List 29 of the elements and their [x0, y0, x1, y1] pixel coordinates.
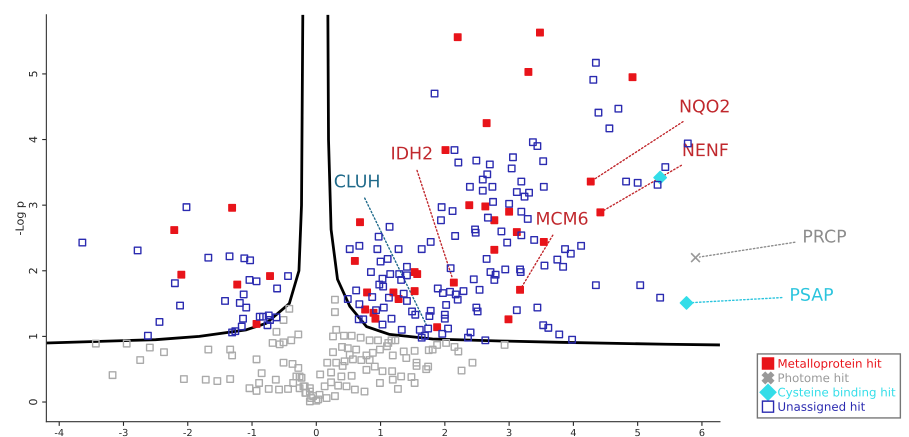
legend-label: Photome hit — [778, 373, 849, 382]
x-tick-label: 3 — [506, 428, 512, 436]
x-tick-label: 4 — [570, 428, 576, 436]
y-tick-label: 5 — [29, 71, 38, 77]
x-tick-label: 5 — [635, 428, 640, 436]
annotation: CLUH — [334, 174, 379, 188]
y-tick-label: 3 — [28, 202, 38, 208]
annotation: PSAP — [791, 288, 833, 301]
x-tick-label: -2 — [183, 428, 192, 436]
x-tick-label: 6 — [700, 428, 704, 436]
y-tick-label: 4 — [29, 136, 38, 143]
legend-label: Unassigned hit — [778, 402, 865, 414]
annotation: IDH2 — [392, 146, 432, 160]
y-tick-label: 1 — [29, 334, 38, 339]
x-tick-label: -3 — [119, 428, 128, 436]
x-tick-label: -4 — [54, 428, 64, 436]
x-tick-label: 2 — [442, 428, 447, 436]
annotation: MCM6 — [537, 212, 588, 225]
y-tick-label: 0 — [28, 399, 38, 405]
legend-label: Cysteine binding hit — [778, 387, 896, 399]
x-tick-label: 1 — [378, 428, 383, 436]
legend-label: Metalloprotein hit — [778, 358, 882, 370]
annotation: PRCP — [804, 230, 846, 243]
annotation: NQO2 — [680, 99, 729, 115]
y-axis-title: -Log p — [15, 202, 26, 235]
x-tick-label: -1 — [248, 428, 256, 436]
annotation: NENF — [684, 144, 728, 156]
y-tick-label: 2 — [28, 268, 38, 274]
x-tick-label: 0 — [314, 428, 319, 436]
